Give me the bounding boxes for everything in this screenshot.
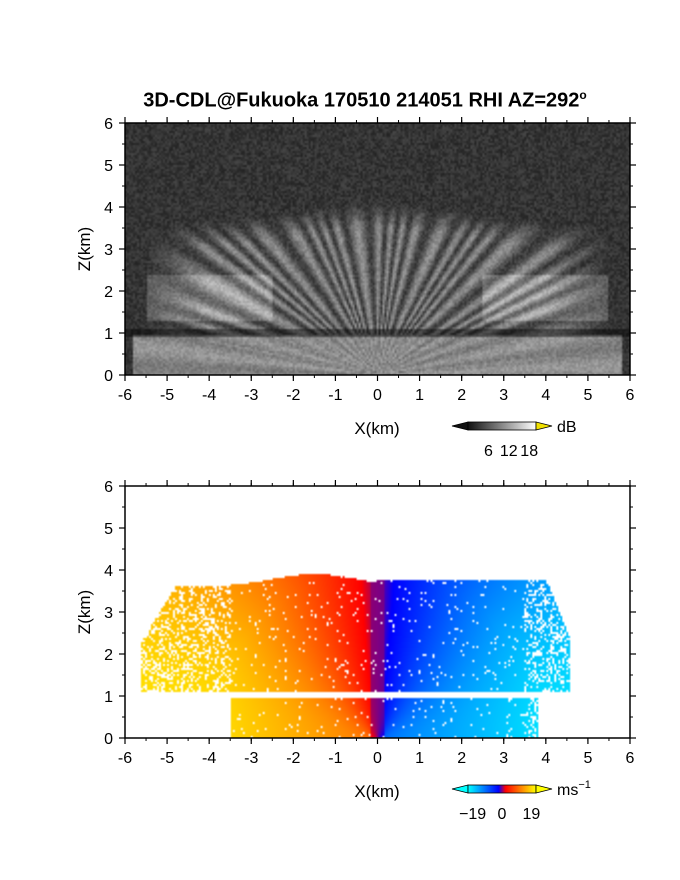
colorbar-tick-labels: −19 0 19 xyxy=(459,806,540,823)
x-tick-label: 2 xyxy=(457,750,466,767)
y-tick-label: 1 xyxy=(104,689,113,706)
x-axis-label: X(km) xyxy=(354,782,399,801)
x-tick-label: 4 xyxy=(541,387,550,404)
colorbar-under-arrow xyxy=(451,784,469,794)
y-tick-label: 5 xyxy=(104,521,113,538)
y-tick-label: 4 xyxy=(104,200,113,217)
x-tick-label: -5 xyxy=(160,750,174,767)
colorbar-unit-base: ms xyxy=(557,782,578,799)
colorbar-gradient xyxy=(467,421,537,431)
colorbar-tick-label: 6 xyxy=(484,443,493,460)
x-tick-label: 5 xyxy=(583,750,592,767)
x-tick-label: -3 xyxy=(244,387,258,404)
x-tick-label: 3 xyxy=(499,750,508,767)
x-tick-label: 4 xyxy=(541,750,550,767)
colorbar: −19 0 19 ms−1 xyxy=(451,779,591,823)
colorbar-tick-label: 0 xyxy=(498,806,507,823)
figure-title-text: 3D-CDL@Fukuoka 170510 214051 RHI AZ=292 xyxy=(143,89,580,112)
y-tick-label: 0 xyxy=(104,731,113,748)
degree-superscript: o xyxy=(579,88,587,102)
y-tick-label: 4 xyxy=(104,563,113,580)
colorbar-under-arrow xyxy=(451,421,469,431)
colorbar-gradient xyxy=(467,784,537,794)
colorbar-tick-label: 18 xyxy=(520,443,538,460)
colorbar-unit: ms−1 xyxy=(557,779,591,799)
y-axis-label: Z(km) xyxy=(75,227,94,271)
backscatter-heatmap xyxy=(125,123,630,375)
x-tick-label: 5 xyxy=(583,387,592,404)
colorbar-over-arrow xyxy=(535,421,553,431)
y-tick-label: 6 xyxy=(104,479,113,496)
colorbar-tick-label: 12 xyxy=(500,443,518,460)
x-tick-label: -2 xyxy=(286,387,300,404)
x-tick-label: 6 xyxy=(626,387,635,404)
x-tick-label: -4 xyxy=(202,387,216,404)
x-tick-labels: -6 -5 -4 -3 -2 -1 0 1 2 3 4 5 6 xyxy=(118,387,635,404)
colorbar-tick-label: −19 xyxy=(459,806,486,823)
x-tick-label: 1 xyxy=(415,387,424,404)
x-tick-label: -3 xyxy=(244,750,258,767)
y-tick-label: 0 xyxy=(104,368,113,385)
colorbar-tick-label: 19 xyxy=(522,806,540,823)
x-tick-label: -6 xyxy=(118,387,132,404)
y-tick-labels: 0 1 2 3 4 5 6 xyxy=(104,116,113,385)
y-axis-label: Z(km) xyxy=(75,590,94,634)
colorbar: 6 12 18 dB xyxy=(451,419,577,460)
x-tick-label: -6 xyxy=(118,750,132,767)
x-tick-label: 0 xyxy=(373,387,382,404)
y-tick-labels: 0 1 2 3 4 5 6 xyxy=(104,479,113,748)
y-tick-label: 2 xyxy=(104,284,113,301)
y-tick-label: 6 xyxy=(104,116,113,133)
y-tick-label: 3 xyxy=(104,242,113,259)
colorbar-unit-exponent: −1 xyxy=(578,779,591,791)
x-tick-label: -2 xyxy=(286,750,300,767)
figure-title: 3D-CDL@Fukuoka 170510 214051 RHI AZ=292o xyxy=(0,88,680,113)
x-tick-label: 2 xyxy=(457,387,466,404)
x-tick-label: -5 xyxy=(160,387,174,404)
x-tick-label: 3 xyxy=(499,387,508,404)
tick-marks xyxy=(119,117,636,381)
y-tick-label: 2 xyxy=(104,647,113,664)
tick-marks xyxy=(119,480,636,744)
x-tick-label: 0 xyxy=(373,750,382,767)
x-tick-label: -1 xyxy=(328,387,342,404)
colorbar-tick-labels: 6 12 18 xyxy=(484,443,538,460)
x-tick-labels: -6 -5 -4 -3 -2 -1 0 1 2 3 4 5 6 xyxy=(118,750,635,767)
velocity-heatmap xyxy=(125,486,630,738)
x-tick-label: -4 xyxy=(202,750,216,767)
x-axis-label: X(km) xyxy=(354,419,399,438)
y-tick-label: 3 xyxy=(104,605,113,622)
colorbar-over-arrow xyxy=(535,784,553,794)
x-tick-label: 1 xyxy=(415,750,424,767)
x-tick-label: 6 xyxy=(626,750,635,767)
colorbar-unit: dB xyxy=(557,419,577,436)
y-tick-label: 1 xyxy=(104,326,113,343)
x-tick-label: -1 xyxy=(328,750,342,767)
y-tick-label: 5 xyxy=(104,158,113,175)
